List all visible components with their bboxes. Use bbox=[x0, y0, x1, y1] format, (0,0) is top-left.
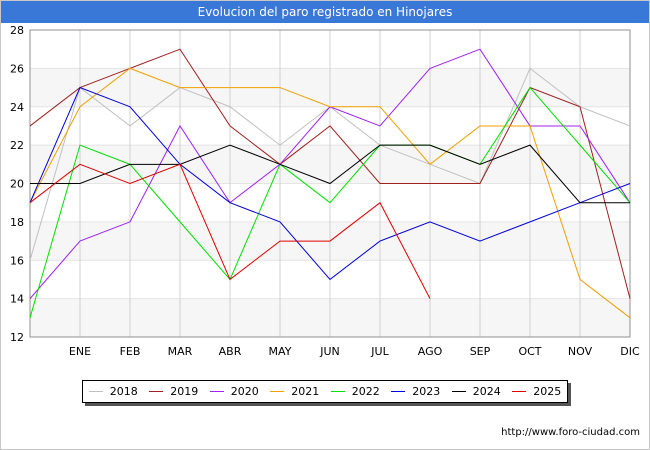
legend-label: 2022 bbox=[351, 385, 380, 398]
legend-item-2020: 2020 bbox=[209, 385, 259, 398]
legend-item-2021: 2021 bbox=[270, 385, 319, 398]
legend-swatch bbox=[451, 391, 466, 392]
legend-swatch bbox=[209, 391, 224, 392]
x-tick-label: JUN bbox=[319, 345, 340, 358]
y-tick-label: 26 bbox=[10, 62, 24, 75]
x-tick-label: JUL bbox=[370, 345, 389, 358]
legend-swatch bbox=[149, 391, 164, 392]
chart-legend: 2018 2019 2020 2021 2022 2023 2024 2025 bbox=[82, 380, 568, 403]
legend-item-2024: 2024 bbox=[451, 385, 501, 398]
legend-item-2018: 2018 bbox=[88, 385, 138, 398]
series-line-2025 bbox=[29, 163, 431, 299]
x-tick-label: NOV bbox=[568, 345, 593, 358]
series-line-2021 bbox=[29, 67, 631, 319]
x-tick-label: OCT bbox=[518, 345, 541, 358]
x-tick-label: ENE bbox=[69, 345, 91, 358]
y-tick-label: 28 bbox=[10, 24, 24, 37]
y-tick-label: 14 bbox=[10, 293, 24, 306]
legend-label: 2019 bbox=[170, 385, 199, 398]
legend-label: 2025 bbox=[533, 385, 562, 398]
legend-swatch bbox=[391, 391, 406, 392]
x-tick-label: MAR bbox=[168, 345, 193, 358]
y-tick-label: 16 bbox=[10, 254, 24, 267]
y-tick-label: 20 bbox=[10, 178, 24, 191]
legend-label: 2021 bbox=[291, 385, 320, 398]
legend-swatch bbox=[88, 391, 103, 392]
legend-label: 2018 bbox=[109, 385, 138, 398]
x-tick-label: AGO bbox=[418, 345, 443, 358]
legend-label: 2024 bbox=[472, 385, 501, 398]
x-tick-label: FEB bbox=[120, 345, 141, 358]
legend-swatch bbox=[330, 391, 345, 392]
legend-label: 2020 bbox=[230, 385, 259, 398]
legend-item-2019: 2019 bbox=[149, 385, 198, 398]
legend-item-2025: 2025 bbox=[512, 385, 561, 398]
legend-swatch bbox=[270, 391, 285, 392]
chart-title: Evolucion del paro registrado en Hinojar… bbox=[1, 1, 649, 23]
y-tick-label: 22 bbox=[10, 139, 24, 152]
y-tick-label: 24 bbox=[10, 101, 24, 114]
x-tick-label: SEP bbox=[470, 345, 491, 358]
legend-item-2023: 2023 bbox=[391, 385, 440, 398]
legend-item-2022: 2022 bbox=[330, 385, 380, 398]
x-tick-label: ABR bbox=[219, 345, 242, 358]
y-tick-label: 18 bbox=[10, 216, 24, 229]
series-line-2023 bbox=[29, 86, 631, 281]
legend-label: 2023 bbox=[412, 385, 441, 398]
y-tick-label: 12 bbox=[10, 331, 24, 344]
series-line-2024 bbox=[30, 144, 630, 204]
legend-swatch bbox=[512, 391, 527, 392]
source-url: http://www.foro-ciudad.com bbox=[501, 427, 640, 438]
x-tick-label: DIC bbox=[620, 345, 640, 358]
x-tick-label: MAY bbox=[269, 345, 292, 358]
